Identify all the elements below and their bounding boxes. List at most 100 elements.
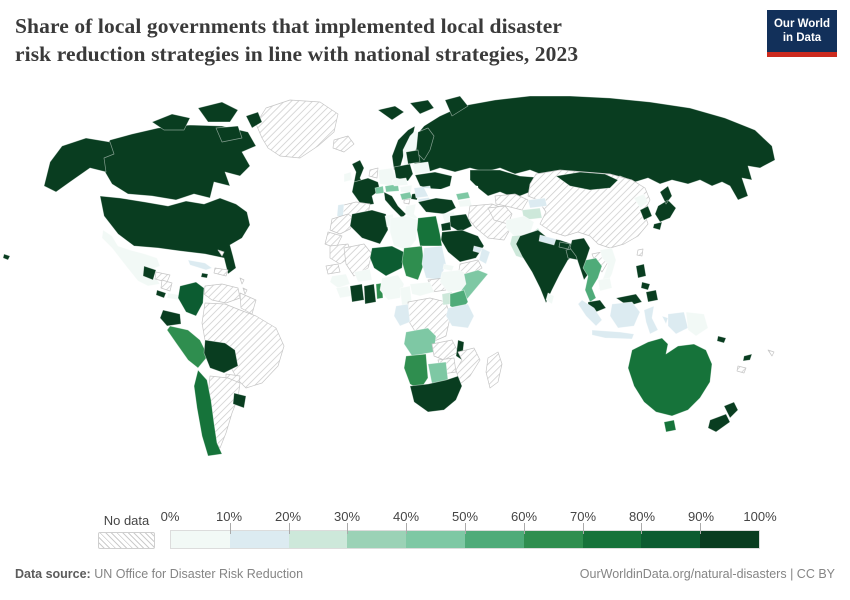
country-jamaica[interactable] [200,272,209,279]
country-turkey[interactable] [417,197,457,215]
country-bahamas[interactable] [217,249,225,257]
country-colombia[interactable] [177,281,205,317]
country-hawaii[interactable] [2,253,11,261]
country-central-african-republic[interactable] [409,281,435,297]
country-baltics[interactable] [405,149,421,165]
country-papua-new-guinea[interactable] [685,311,709,337]
country-mali[interactable] [343,243,373,277]
country-jordan[interactable] [440,221,452,232]
country-oman[interactable] [478,247,491,265]
country-mongolia[interactable] [555,171,619,191]
country-somalia[interactable] [459,269,489,305]
country-nepal[interactable] [538,234,557,246]
owid-url-link[interactable]: OurWorldinData.org/natural-disasters | C… [579,567,835,581]
country-guinea[interactable] [329,273,351,289]
country-nicaragua[interactable] [160,279,173,292]
country-chad[interactable] [401,245,425,281]
country-costa-rica[interactable] [155,289,167,299]
country-ukraine[interactable] [414,171,453,192]
country-canada-arctic[interactable] [151,101,263,143]
country-ghana[interactable] [363,283,377,305]
country-united-states[interactable] [99,195,251,275]
country-nigeria[interactable] [379,274,405,301]
country-senegal[interactable] [325,263,341,275]
country-guyana[interactable] [239,292,257,315]
country-madagascar[interactable] [485,351,503,389]
country-bosnia[interactable] [403,198,411,205]
country-alaska[interactable] [43,137,115,193]
country-tasmania[interactable] [663,419,677,433]
legend-bin-70-80[interactable] [582,531,642,548]
no-data-swatch[interactable] [98,532,155,549]
country-poland[interactable] [393,163,414,182]
country-cote-divoire[interactable] [349,283,365,303]
country-japan[interactable] [652,185,677,231]
country-lesser-antilles[interactable] [239,277,248,295]
country-south-africa[interactable] [409,375,463,413]
country-uae[interactable] [472,245,483,254]
country-mozambique[interactable] [455,347,481,385]
country-saudi-arabia[interactable] [440,229,485,263]
country-georgia[interactable] [455,191,471,201]
country-greenland[interactable] [255,99,339,159]
country-kyrgyzstan[interactable] [527,197,548,209]
legend-bin-30-40[interactable] [347,531,407,548]
legend-bin-10-20[interactable] [229,531,289,548]
country-iceland[interactable] [332,135,355,153]
country-hispaniola[interactable] [213,267,229,277]
country-north-korea[interactable] [633,193,649,209]
owid-logo[interactable]: Our World in Data [767,10,837,58]
country-niger[interactable] [369,245,405,277]
legend-bin-60-70[interactable] [523,531,583,548]
country-guatemala[interactable] [142,265,157,281]
legend-color-bar [170,523,760,549]
country-burkina-faso[interactable] [353,268,373,283]
country-angola[interactable] [403,327,437,357]
legend-bin-50-60[interactable] [464,531,524,548]
country-solomon-islands[interactable] [716,335,727,344]
country-bolivia[interactable] [203,339,239,374]
country-czechia[interactable] [391,177,409,187]
country-australia[interactable] [627,337,713,417]
country-tanzania[interactable] [445,303,475,329]
legend-bin-40-50[interactable] [406,531,465,548]
country-new-zealand[interactable] [707,401,739,433]
country-eritrea[interactable] [442,263,455,272]
country-arctic-isles[interactable] [377,99,435,121]
country-cuba[interactable] [187,259,213,271]
country-algeria[interactable] [349,209,389,245]
country-chile[interactable] [193,369,223,457]
country-peru[interactable] [166,325,209,369]
legend-bin-20-30[interactable] [288,531,348,548]
country-france[interactable] [351,177,381,207]
country-ecuador[interactable] [159,309,182,327]
country-zambia[interactable] [431,339,459,361]
country-russia[interactable] [407,95,776,201]
country-morocco[interactable] [329,213,357,235]
country-hungary[interactable] [399,184,413,194]
country-taiwan[interactable] [636,248,644,257]
country-uruguay[interactable] [232,392,247,409]
country-vanuatu[interactable] [742,353,753,362]
country-benelux[interactable] [368,167,379,179]
country-liberia[interactable] [335,285,353,299]
country-egypt[interactable] [416,215,443,247]
country-venezuela[interactable] [203,283,241,304]
country-philippines[interactable] [635,263,659,303]
legend-bin-80-90[interactable] [641,531,701,548]
country-thailand[interactable] [582,257,603,303]
country-novaya-zemlya[interactable] [444,95,469,117]
country-bhutan[interactable] [558,241,571,250]
country-fiji[interactable] [767,349,775,357]
country-ireland[interactable] [343,171,353,183]
country-sri-lanka[interactable] [545,292,555,305]
country-libya[interactable] [389,215,419,251]
legend-bin-90-100[interactable] [700,531,759,548]
country-cambodia[interactable] [597,277,613,292]
country-indonesia[interactable] [577,299,689,340]
country-south-korea[interactable] [639,205,653,221]
country-new-caledonia[interactable] [736,365,747,374]
country-congo[interactable] [393,303,411,327]
legend-bin-0-10[interactable] [171,531,230,548]
country-belarus[interactable] [411,161,431,175]
